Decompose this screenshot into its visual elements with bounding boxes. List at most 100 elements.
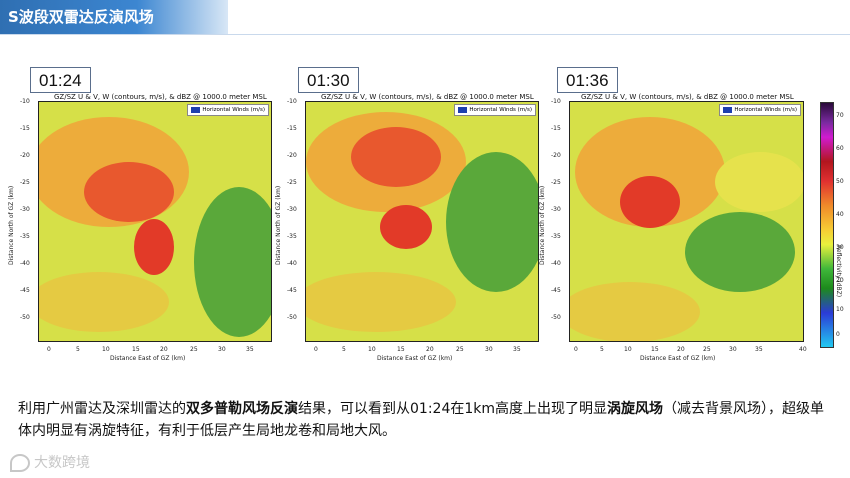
y-tick: -25: [287, 179, 297, 186]
caption-text: 结果，可以看到从01:24在1km高度上出现了明显: [298, 401, 607, 417]
y-tick: -50: [287, 314, 297, 321]
y-tick: -25: [20, 179, 30, 186]
radar-plot-0130: Horizontal Winds (m/s): [305, 101, 539, 342]
y-tick: -10: [20, 98, 30, 105]
x-tick: 10: [624, 346, 632, 353]
x-tick: 40: [799, 346, 807, 353]
y-axis-label-0130: Distance North of GZ (km): [275, 185, 282, 265]
caption-text: （减去背景风场），超级单体内明显有涡旋特征，有利于低层产生局地龙卷和局地大风。: [18, 401, 824, 439]
y-tick: -40: [551, 260, 561, 267]
y-tick: -35: [20, 233, 30, 240]
y-tick: -30: [20, 206, 30, 213]
y-tick: -10: [287, 98, 297, 105]
x-tick: 25: [190, 346, 198, 353]
x-tick: 5: [76, 346, 80, 353]
colorbar-tick: 60: [836, 145, 844, 152]
x-tick: 35: [755, 346, 763, 353]
y-tick: -20: [287, 152, 297, 159]
radar-field-0130: [306, 102, 538, 341]
y-axis-label-0136: Distance North of GZ (km): [539, 185, 546, 265]
x-tick: 35: [246, 346, 254, 353]
radar-field-0136: [570, 102, 803, 341]
y-axis-label-0124: Distance North of GZ (km): [8, 185, 15, 265]
radar-field-0124: [39, 102, 271, 341]
colorbar-tick: 40: [836, 211, 844, 218]
legend-label: Horizontal Winds (m/s): [734, 107, 797, 113]
y-tick: -15: [551, 125, 561, 132]
time-tag-0130: 01:30: [298, 67, 359, 93]
x-tick: 20: [426, 346, 434, 353]
legend-label: Horizontal Winds (m/s): [469, 107, 532, 113]
watermark: 大数跨境: [10, 452, 90, 472]
x-axis-label-0124: Distance East of GZ (km): [110, 355, 186, 362]
legend-0130: Horizontal Winds (m/s): [454, 104, 536, 116]
x-tick: 0: [47, 346, 51, 353]
colorbar-tick: 30: [836, 244, 844, 251]
x-tick: 30: [218, 346, 226, 353]
legend-swatch-icon: [191, 106, 201, 113]
x-tick: 15: [397, 346, 405, 353]
x-axis-label-0136: Distance East of GZ (km): [640, 355, 716, 362]
x-tick: 5: [342, 346, 346, 353]
x-tick: 15: [651, 346, 659, 353]
y-tick: -20: [20, 152, 30, 159]
y-tick: -35: [551, 233, 561, 240]
colorbar-tick: 0: [836, 331, 840, 338]
plot-title-0136: GZ/SZ U & V, W (contours, m/s), & dBZ @ …: [581, 93, 794, 101]
legend-0136: Horizontal Winds (m/s): [719, 104, 801, 116]
y-tick: -30: [551, 206, 561, 213]
x-tick: 25: [703, 346, 711, 353]
x-tick: 35: [513, 346, 521, 353]
caption-emphasis: 双多普勒风场反演: [186, 401, 298, 417]
x-tick: 30: [485, 346, 493, 353]
x-tick: 10: [102, 346, 110, 353]
y-tick: -15: [287, 125, 297, 132]
colorbar-label: Reflectivity (dBZ): [835, 245, 842, 298]
x-tick: 20: [677, 346, 685, 353]
x-tick: 30: [729, 346, 737, 353]
colorbar-tick: 70: [836, 112, 844, 119]
y-tick: -50: [20, 314, 30, 321]
watermark-text: 大数跨境: [34, 455, 90, 471]
y-tick: -45: [287, 287, 297, 294]
x-tick: 0: [314, 346, 318, 353]
y-tick: -45: [551, 287, 561, 294]
caption-emphasis: 涡旋风场: [607, 401, 663, 417]
radar-plot-0136: Horizontal Winds (m/s): [569, 101, 804, 342]
x-tick: 5: [600, 346, 604, 353]
y-tick: -25: [551, 179, 561, 186]
colorbar-tick: 20: [836, 277, 844, 284]
plot-title-0124: GZ/SZ U & V, W (contours, m/s), & dBZ @ …: [54, 93, 267, 101]
y-tick: -35: [287, 233, 297, 240]
y-tick: -15: [20, 125, 30, 132]
slide-title: S波段双雷达反演风场: [0, 0, 228, 34]
x-tick: 10: [368, 346, 376, 353]
y-tick: -10: [551, 98, 561, 105]
x-tick: 0: [574, 346, 578, 353]
x-tick: 20: [160, 346, 168, 353]
time-tag-0136: 01:36: [557, 67, 618, 93]
slide-caption: 利用广州雷达及深圳雷达的双多普勒风场反演结果，可以看到从01:24在1km高度上…: [18, 398, 833, 442]
legend-label: Horizontal Winds (m/s): [202, 107, 265, 113]
legend-0124: Horizontal Winds (m/s): [187, 104, 269, 116]
radar-plot-0124: Horizontal Winds (m/s): [38, 101, 272, 342]
plot-title-0130: GZ/SZ U & V, W (contours, m/s), & dBZ @ …: [321, 93, 534, 101]
y-tick: -50: [551, 314, 561, 321]
x-tick: 25: [456, 346, 464, 353]
colorbar-tick: 50: [836, 178, 844, 185]
y-tick: -40: [287, 260, 297, 267]
watermark-logo-icon: [10, 454, 30, 472]
x-axis-label-0130: Distance East of GZ (km): [377, 355, 453, 362]
reflectivity-colorbar: [820, 102, 834, 348]
y-tick: -20: [551, 152, 561, 159]
y-tick: -45: [20, 287, 30, 294]
legend-swatch-icon: [458, 106, 468, 113]
x-tick: 15: [132, 346, 140, 353]
y-tick: -30: [287, 206, 297, 213]
header-divider: [0, 34, 850, 35]
colorbar-tick: 10: [836, 306, 844, 313]
caption-text: 利用广州雷达及深圳雷达的: [18, 401, 186, 417]
y-tick: -40: [20, 260, 30, 267]
legend-swatch-icon: [723, 106, 733, 113]
time-tag-0124: 01:24: [30, 67, 91, 93]
